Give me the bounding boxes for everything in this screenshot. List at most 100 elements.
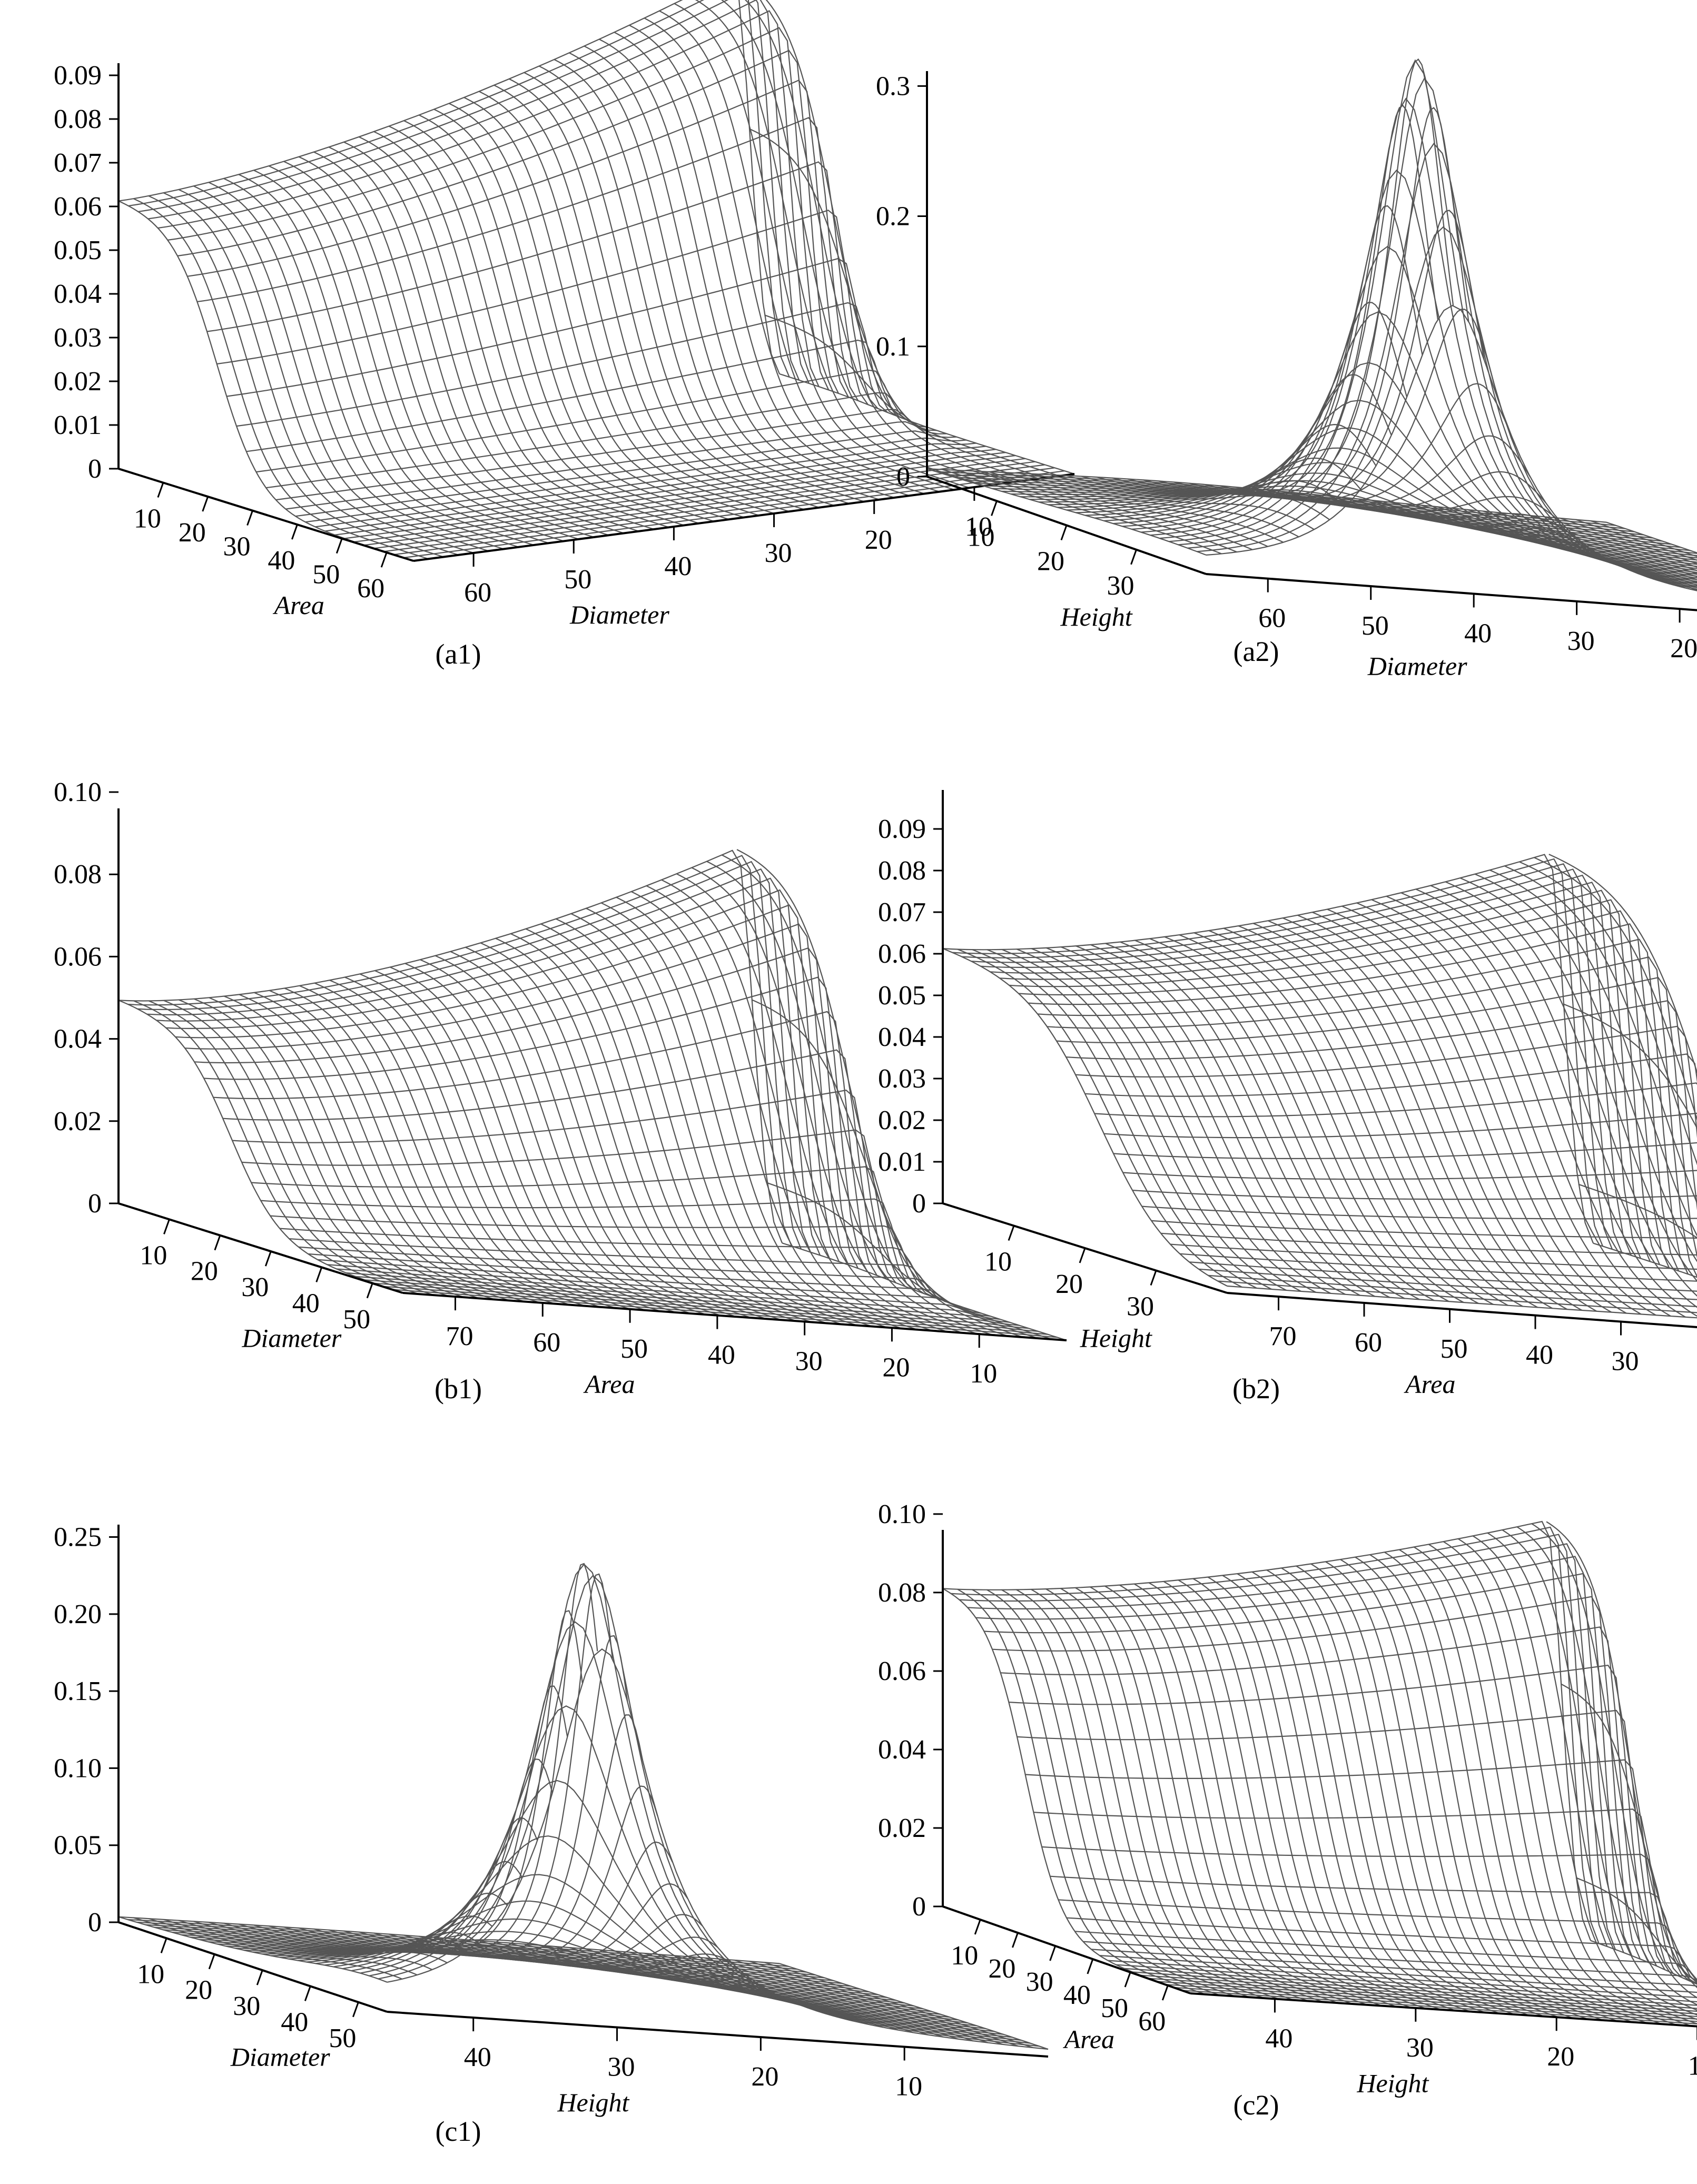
z-tick-label: 0.05: [54, 235, 102, 265]
mesh-line-y: [1089, 1586, 1338, 2004]
mesh-line-y: [1356, 902, 1642, 1315]
mesh-line-y: [674, 1955, 943, 2038]
mesh-line-y: [1104, 1585, 1353, 2004]
y-tick-label: 60: [464, 578, 491, 608]
mesh-line-y: [359, 973, 645, 1311]
z-tick-label: 0.05: [54, 1831, 102, 1861]
y-tick-label: 30: [795, 1346, 823, 1376]
z-tick-label: 0: [912, 1892, 926, 1922]
mesh-line-x: [167, 27, 830, 390]
mesh-line-y: [373, 1714, 643, 1959]
mesh-line-y: [1590, 1940, 1697, 1985]
mesh-line-y: [704, 1957, 973, 2042]
z-tick-label: 0: [896, 462, 910, 492]
panel-caption: (a2): [1234, 636, 1279, 667]
mesh-line-y: [599, 1949, 869, 2025]
mesh-line-y: [1498, 512, 1697, 578]
z-tick-label: 0.02: [54, 367, 102, 397]
mesh-line-y: [1544, 516, 1697, 568]
z-tick-label: 0.08: [878, 856, 926, 886]
x-tick-label: 20: [179, 518, 206, 548]
mesh-line-y: [314, 982, 599, 1308]
y-tick-label: 70: [446, 1321, 473, 1351]
z-tick-label: 0.09: [878, 814, 926, 844]
mesh-line-y: [388, 125, 684, 526]
mesh-line-y: [1173, 58, 1454, 496]
mesh-line-y: [284, 987, 569, 1306]
mesh-line-y: [958, 469, 1238, 553]
mesh-line-y: [1236, 383, 1516, 503]
mesh-line-y: [268, 165, 564, 542]
mesh-line-y: [1489, 869, 1697, 1237]
mesh-line-y: [1430, 885, 1697, 1308]
mesh-line-y: [478, 91, 774, 514]
mesh-line-y: [1445, 881, 1697, 1297]
x-tick-label: 10: [137, 1959, 164, 1989]
mesh-line-y: [449, 103, 744, 518]
mesh-line-y: [1384, 1551, 1632, 2023]
y-tick-label: 20: [865, 525, 892, 555]
mesh-line-y: [420, 959, 705, 1315]
x-tick-label: 10: [968, 522, 995, 552]
mesh-line-y: [586, 907, 871, 1327]
mesh-line-y: [193, 185, 489, 552]
mesh-line-y: [1061, 946, 1346, 1295]
x-axis-line: [118, 1921, 388, 2013]
mesh-line-y: [721, 0, 1000, 485]
x-tick-label: 30: [1026, 1967, 1053, 1997]
x-axis-line: [118, 1202, 403, 1294]
y-axis-line: [387, 2011, 1049, 2058]
z-tick-label: 0.3: [876, 71, 910, 101]
x-axis-line: [942, 1905, 1191, 1994]
mesh-line-y: [1591, 520, 1697, 557]
mesh-line-y: [1475, 873, 1697, 1262]
mesh-line-y: [1119, 1584, 1367, 2005]
mesh-line-y: [1004, 472, 1284, 543]
mesh-line-y: [524, 72, 820, 508]
mesh-line-y: [942, 1588, 1191, 1994]
mesh-line-y: [1060, 1588, 1308, 2002]
z-tick-label: 0.06: [54, 942, 102, 972]
y-axis-title: Diameter: [1367, 651, 1467, 681]
mesh-line-y: [525, 928, 811, 1322]
mesh-line-y: [659, 10, 955, 490]
x-tick: [291, 524, 298, 540]
mesh-line-y: [1031, 948, 1316, 1293]
panel-caption: (c2): [1234, 2089, 1279, 2121]
y-tick-label: 40: [1464, 618, 1492, 648]
mesh-line-y: [599, 38, 895, 498]
mesh-line-y: [1487, 1532, 1697, 2016]
mesh-line-y: [299, 985, 584, 1307]
mesh-line-y: [1179, 934, 1464, 1303]
mesh-line-y: [556, 918, 841, 1325]
mesh-line-y: [926, 468, 1207, 556]
mesh-line-y: [1164, 936, 1449, 1302]
mesh-line-y: [689, 1956, 959, 2040]
mesh-line-y: [779, 1963, 1049, 2050]
z-tick-label: 0.08: [54, 859, 102, 890]
x-tick-label: 40: [268, 546, 295, 576]
x-tick-label: 20: [1055, 1269, 1083, 1299]
mesh-line-y: [1163, 1580, 1412, 2009]
z-tick-label: 0.05: [878, 981, 926, 1011]
mesh-line-y: [1428, 1544, 1676, 2025]
x-tick-label: 30: [241, 1272, 269, 1302]
x-tick-label: 10: [951, 1941, 978, 1971]
x-axis-line: [118, 468, 414, 562]
x-tick-label: 50: [1101, 1993, 1128, 2023]
mesh-line-y: [1578, 1183, 1697, 1239]
mesh-line-y: [1238, 925, 1523, 1307]
mesh-line-y: [163, 192, 459, 556]
mesh-line-y: [674, 3, 970, 489]
mesh-line-y: [1413, 1546, 1662, 2025]
z-tick-label: 0: [88, 1189, 102, 1219]
mesh-line-y: [1282, 491, 1562, 523]
z-tick-label: 0: [88, 1908, 102, 1938]
x-tick-label: 40: [1063, 1980, 1091, 2010]
mesh-line-y: [133, 1917, 402, 1980]
mesh-line-y: [1457, 1538, 1697, 2024]
y-axis-line: [1206, 573, 1697, 611]
mesh-line-y: [373, 131, 669, 528]
mesh-line-y: [570, 913, 856, 1326]
